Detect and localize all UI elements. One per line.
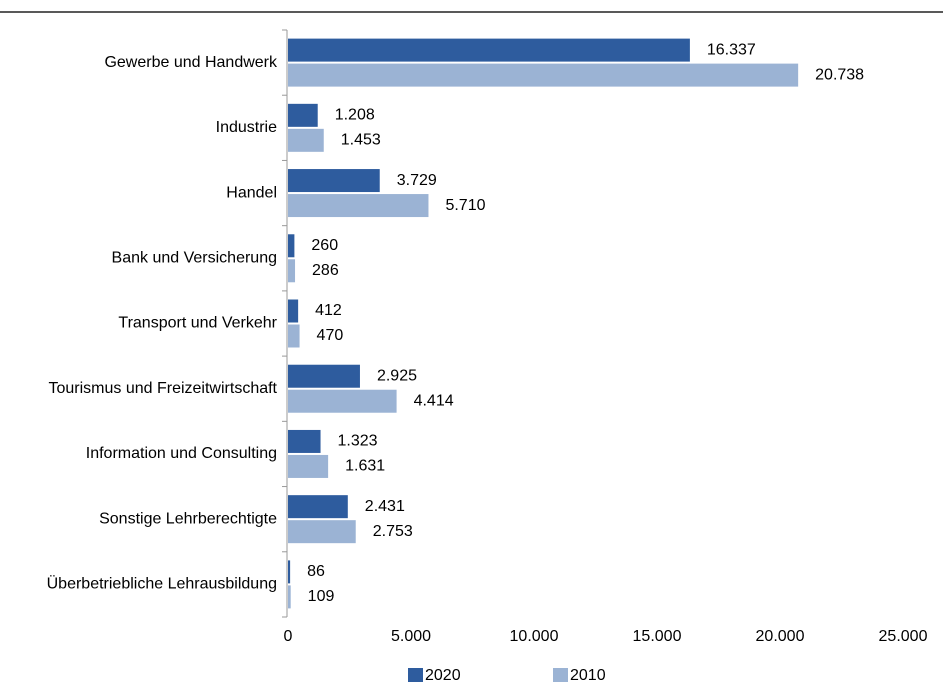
x-tick-label: 10.000 [510, 628, 559, 645]
bar [288, 585, 291, 609]
category-label: Handel [226, 184, 277, 201]
category-label: Gewerbe und Handwerk [104, 54, 278, 71]
category-label: Transport und Verkehr [118, 315, 277, 332]
data-label: 109 [308, 588, 335, 605]
legend-label: 2010 [570, 667, 606, 684]
bar [288, 364, 360, 388]
data-label: 4.414 [414, 392, 454, 409]
x-tick-label: 5.000 [391, 628, 431, 645]
category-label: Sonstige Lehrberechtigte [99, 510, 277, 527]
data-label: 20.738 [815, 66, 864, 83]
category-label: Information und Consulting [86, 445, 277, 462]
data-label: 260 [311, 237, 338, 254]
bar [288, 454, 329, 478]
data-label: 16.337 [707, 41, 756, 58]
bar [288, 560, 291, 584]
data-label: 470 [317, 327, 344, 344]
category-label: Überbetriebliche Lehrausbildung [47, 575, 277, 593]
category-label: Bank und Versicherung [112, 249, 277, 266]
x-tick-label: 0 [284, 628, 293, 645]
data-label: 86 [307, 563, 325, 580]
bar [288, 234, 295, 258]
bar [288, 194, 429, 218]
legend-swatch [553, 668, 568, 682]
legend-swatch [408, 668, 423, 682]
data-label: 1.631 [345, 458, 385, 475]
x-tick-label: 20.000 [756, 628, 805, 645]
legend-label: 2020 [425, 667, 461, 684]
data-label: 2.753 [373, 523, 413, 540]
bar [288, 429, 321, 453]
bar [288, 38, 690, 62]
data-label: 412 [315, 302, 342, 319]
bar [288, 495, 348, 519]
data-label: 286 [312, 262, 339, 279]
data-label: 1.323 [338, 433, 378, 450]
data-label: 2.431 [365, 498, 405, 515]
bar [288, 389, 397, 413]
bar [288, 128, 324, 152]
bar [288, 103, 318, 127]
bar [288, 299, 299, 323]
bar [288, 324, 300, 348]
data-label: 1.453 [341, 132, 381, 149]
x-tick-label: 15.000 [633, 628, 682, 645]
category-label: Industrie [216, 119, 277, 136]
data-label: 5.710 [445, 197, 485, 214]
bar [288, 259, 296, 283]
category-label: Tourismus und Freizeitwirtschaft [48, 380, 277, 397]
x-tick-label: 25.000 [879, 628, 928, 645]
bar [288, 520, 356, 544]
bar [288, 169, 380, 193]
data-label: 2.925 [377, 367, 417, 384]
bar [288, 63, 799, 87]
data-label: 1.208 [335, 107, 375, 124]
data-label: 3.729 [397, 172, 437, 189]
